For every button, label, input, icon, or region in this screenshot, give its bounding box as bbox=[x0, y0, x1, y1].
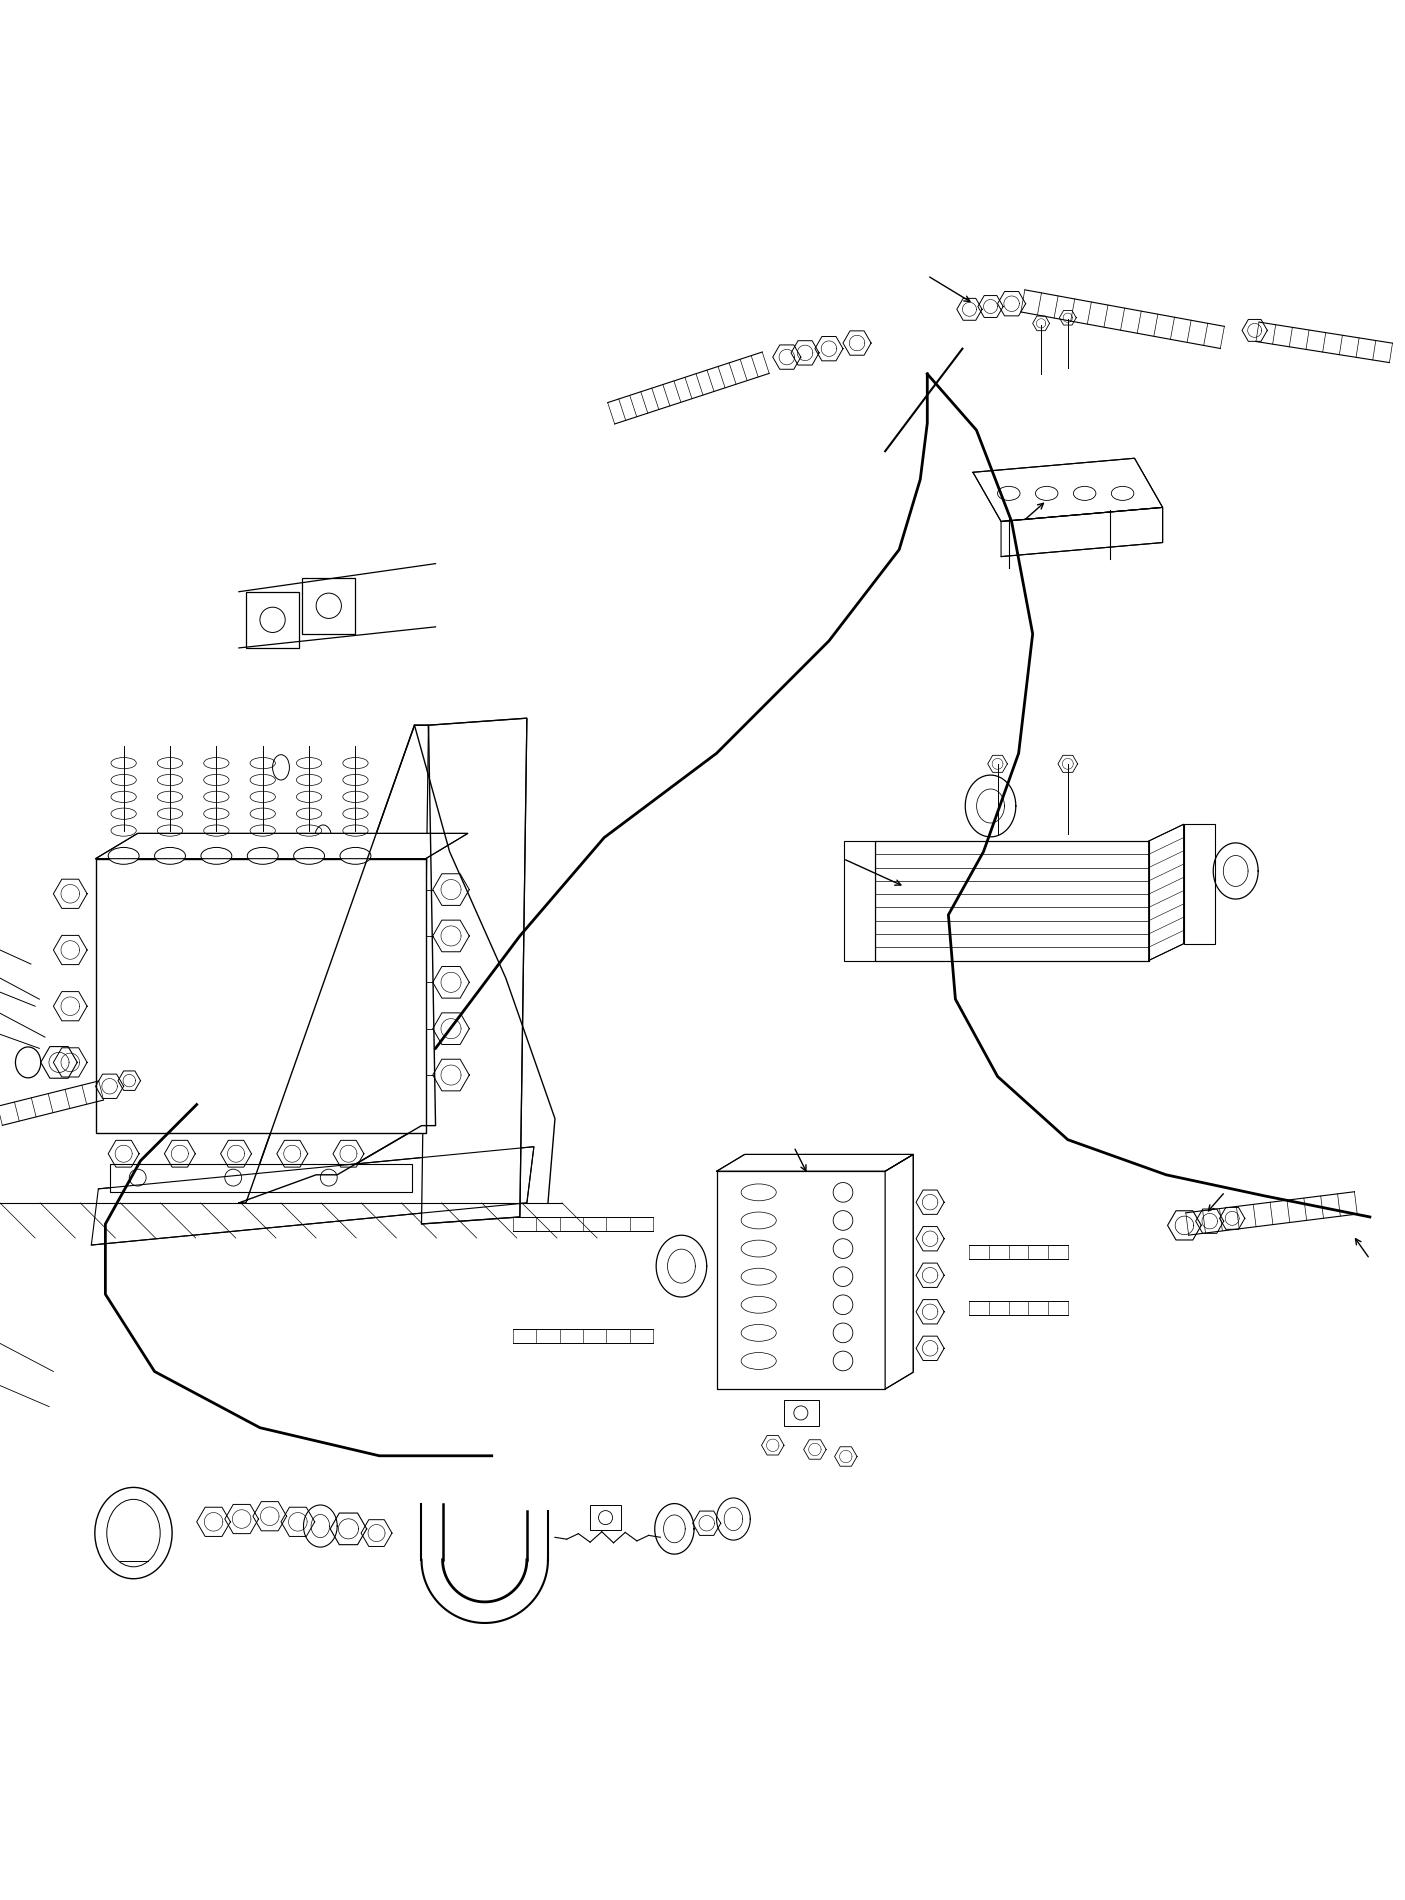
Polygon shape bbox=[874, 842, 1149, 961]
Bar bbox=[96, 859, 426, 1132]
Bar bbox=[717, 1170, 885, 1389]
Polygon shape bbox=[885, 1155, 913, 1389]
Ellipse shape bbox=[247, 847, 278, 864]
Polygon shape bbox=[422, 718, 527, 1224]
Bar bbox=[246, 591, 299, 648]
Ellipse shape bbox=[340, 847, 371, 864]
Polygon shape bbox=[96, 834, 468, 859]
Ellipse shape bbox=[294, 847, 325, 864]
Polygon shape bbox=[1149, 825, 1184, 961]
Polygon shape bbox=[1000, 507, 1163, 557]
Bar bbox=[784, 1400, 819, 1425]
Polygon shape bbox=[972, 458, 1163, 521]
Bar bbox=[590, 1505, 621, 1530]
Polygon shape bbox=[239, 726, 436, 1203]
Polygon shape bbox=[91, 1148, 534, 1244]
Ellipse shape bbox=[108, 847, 139, 864]
Ellipse shape bbox=[155, 847, 185, 864]
Bar bbox=[1184, 825, 1215, 944]
Bar bbox=[110, 1163, 412, 1191]
Bar bbox=[843, 842, 874, 961]
Bar bbox=[302, 578, 355, 635]
Ellipse shape bbox=[201, 847, 232, 864]
Polygon shape bbox=[717, 1155, 913, 1170]
Ellipse shape bbox=[96, 1488, 173, 1579]
